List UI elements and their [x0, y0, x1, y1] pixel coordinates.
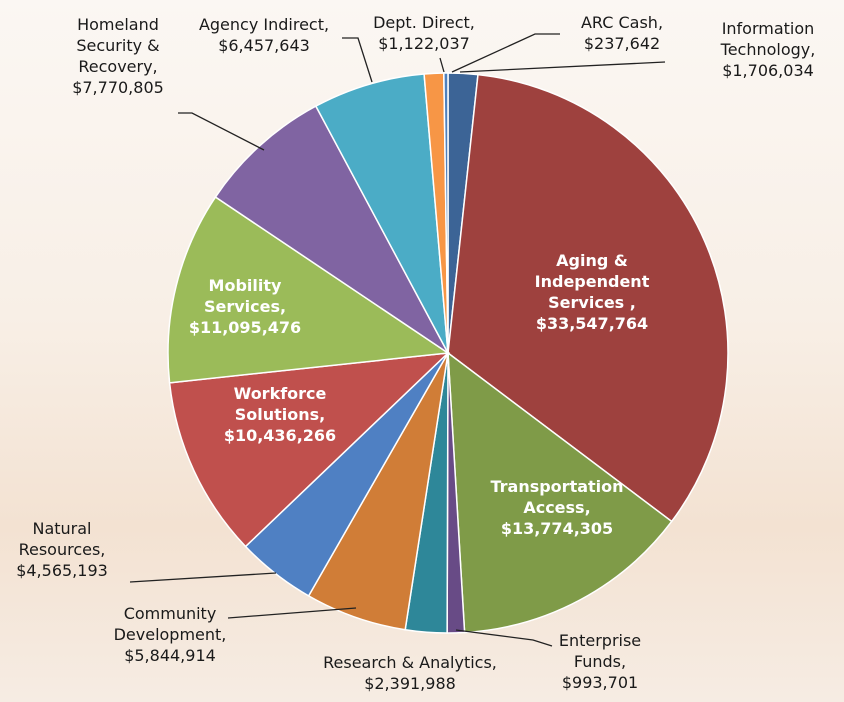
category-label: Research & Analytics, [323, 653, 497, 672]
value-label: $11,095,476 [189, 318, 301, 337]
slice-label: Natural Resources, $4,565,193 [7, 518, 117, 581]
slice-label: Aging & Independent Services , $33,547,76… [510, 250, 675, 334]
category-label: Agency Indirect, [199, 15, 329, 34]
slice-label: Transportation Access, $13,774,305 [472, 476, 642, 539]
value-label: $7,770,805 [72, 78, 164, 97]
value-label: $10,436,266 [224, 426, 336, 445]
leader-line [228, 608, 356, 618]
category-label: Information Technology, [721, 19, 816, 59]
slice-label: Workforce Solutions, $10,436,266 [210, 383, 350, 446]
slice-label: Community Development, $5,844,914 [100, 603, 240, 666]
category-label: Transportation Access, [490, 477, 623, 517]
category-label: Homeland Security & Recovery, [76, 15, 159, 76]
slice-label: Agency Indirect, $6,457,643 [179, 14, 349, 56]
page: (() => { const data = JSON.parse(documen… [0, 0, 844, 702]
value-label: $6,457,643 [218, 36, 310, 55]
leader-line [130, 573, 276, 582]
category-label: Natural Resources, [19, 519, 106, 559]
slice-label: Research & Analytics, $2,391,988 [280, 652, 540, 694]
category-label: Aging & Independent Services , [535, 251, 650, 312]
category-label: Workforce Solutions, [234, 384, 327, 424]
chart [0, 0, 844, 702]
category-label: Dept. Direct, [373, 13, 475, 32]
value-label: $1,706,034 [722, 61, 814, 80]
category-label: ARC Cash, [581, 13, 663, 32]
value-label: $2,391,988 [364, 674, 456, 693]
value-label: $237,642 [584, 34, 660, 53]
slice-label: Dept. Direct, $1,122,037 [359, 12, 489, 54]
leader-line [456, 630, 552, 646]
value-label: $13,774,305 [501, 519, 613, 538]
slice-label: Mobility Services, $11,095,476 [170, 275, 320, 338]
leader-line [178, 113, 264, 150]
category-label: Mobility Services, [204, 276, 286, 316]
value-label: $993,701 [562, 673, 638, 692]
leader-line [440, 58, 444, 72]
category-label: Enterprise Funds, [559, 631, 641, 671]
value-label: $33,547,764 [536, 314, 648, 333]
value-label: $5,844,914 [124, 646, 216, 665]
slice-label: Homeland Security & Recovery, $7,770,805 [53, 14, 183, 98]
slice-label: Enterprise Funds, $993,701 [550, 630, 650, 693]
value-label: $1,122,037 [378, 34, 470, 53]
leader-line [460, 62, 665, 72]
category-label: Community Development, [114, 604, 227, 644]
slice-label: Information Technology, $1,706,034 [703, 18, 833, 81]
value-label: $4,565,193 [16, 561, 108, 580]
slice-label: ARC Cash, $237,642 [557, 12, 687, 54]
